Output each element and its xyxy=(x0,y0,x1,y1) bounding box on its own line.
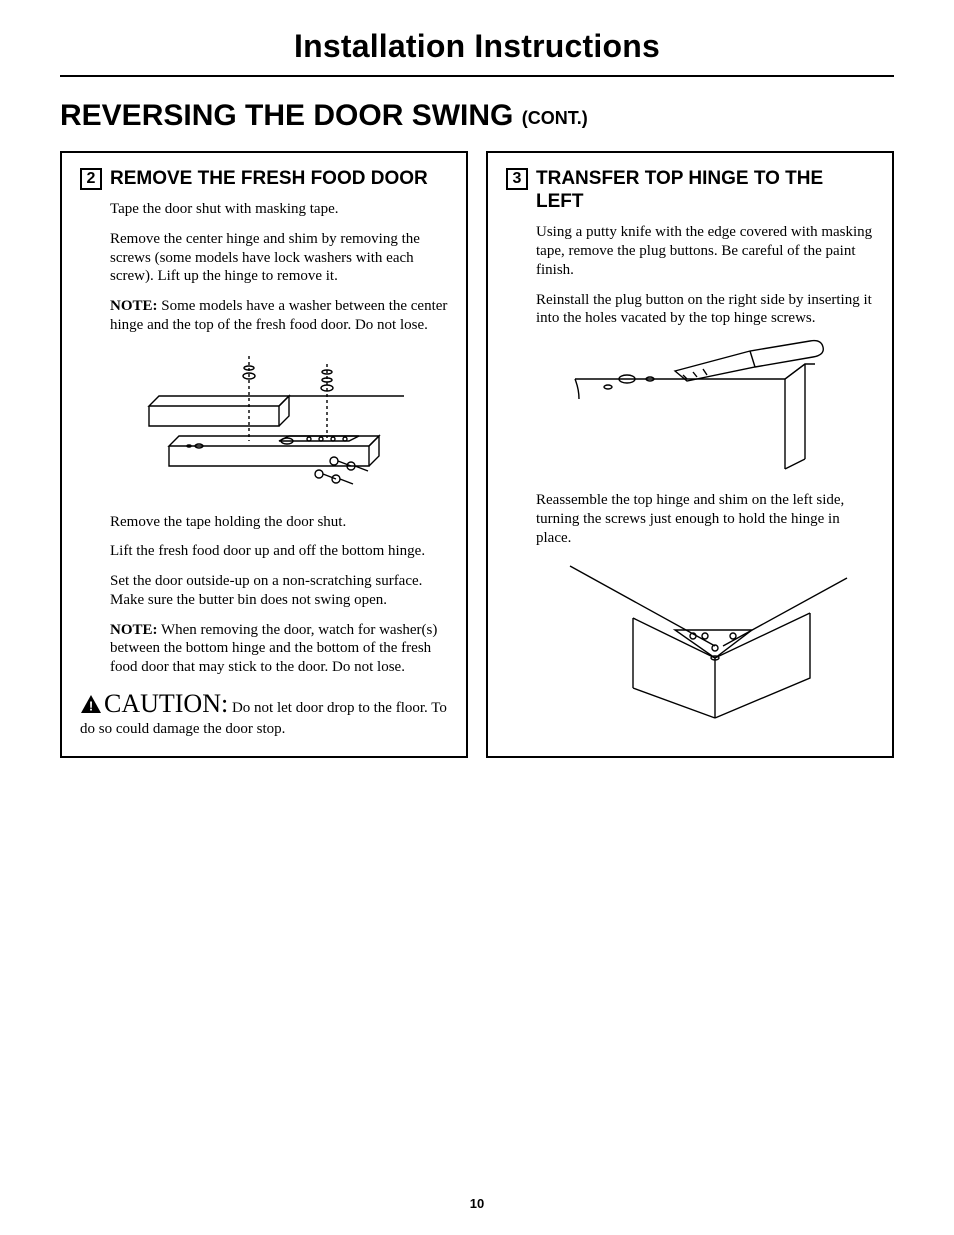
paragraph: Using a putty knife with the edge covere… xyxy=(536,223,874,279)
section-title: REVERSING THE DOOR SWING (CONT.) xyxy=(60,99,894,133)
note-text: When removing the door, watch for washer… xyxy=(110,622,437,676)
step-number-box: 3 xyxy=(506,168,528,190)
paragraph: Remove the center hinge and shim by remo… xyxy=(110,230,448,286)
section-title-cont: (CONT.) xyxy=(522,108,588,128)
step-2-title: REMOVE THE FRESH FOOD DOOR xyxy=(110,167,448,190)
page-number: 10 xyxy=(0,1196,954,1211)
step-3-title: TRANSFER TOP HINGE TO THE LEFT xyxy=(536,167,874,213)
warning-icon: ! xyxy=(80,694,102,720)
step-3-body: Using a putty knife with the edge covere… xyxy=(506,223,874,728)
note-paragraph: NOTE: Some models have a washer between … xyxy=(110,297,448,335)
top-hinge-left-diagram xyxy=(555,558,855,728)
paragraph: Reassemble the top hinge and shim on the… xyxy=(536,491,874,547)
step-2-body: Tape the door shut with masking tape. Re… xyxy=(80,200,448,677)
step-3-heading: 3 TRANSFER TOP HINGE TO THE LEFT xyxy=(506,167,874,213)
note-paragraph: NOTE: When removing the door, watch for … xyxy=(110,621,448,677)
caution-paragraph: ! CAUTION: Do not let door drop to the f… xyxy=(80,688,448,739)
paragraph: Remove the tape holding the door shut. xyxy=(110,513,448,532)
paragraph: Tape the door shut with masking tape. xyxy=(110,200,448,219)
columns: 2 REMOVE THE FRESH FOOD DOOR Tape the do… xyxy=(60,151,894,758)
page: Installation Instructions REVERSING THE … xyxy=(0,0,954,1235)
svg-text:!: ! xyxy=(89,698,93,713)
document-title: Installation Instructions xyxy=(60,28,894,77)
step-2-heading: 2 REMOVE THE FRESH FOOD DOOR xyxy=(80,167,448,190)
step-number-box: 2 xyxy=(80,168,102,190)
note-label: NOTE: xyxy=(110,622,158,638)
paragraph: Lift the fresh food door up and off the … xyxy=(110,542,448,561)
plug-button-diagram xyxy=(555,339,855,479)
caution-label: CAUTION: xyxy=(104,689,228,718)
note-text: Some models have a washer between the ce… xyxy=(110,298,447,333)
step-2-panel: 2 REMOVE THE FRESH FOOD DOOR Tape the do… xyxy=(60,151,468,758)
note-label: NOTE: xyxy=(110,298,158,314)
paragraph: Reinstall the plug button on the right s… xyxy=(536,291,874,329)
step-3-panel: 3 TRANSFER TOP HINGE TO THE LEFT Using a… xyxy=(486,151,894,758)
paragraph: Set the door outside-up on a non-scratch… xyxy=(110,572,448,610)
section-title-main: REVERSING THE DOOR SWING xyxy=(60,99,513,132)
center-hinge-diagram xyxy=(139,346,419,501)
